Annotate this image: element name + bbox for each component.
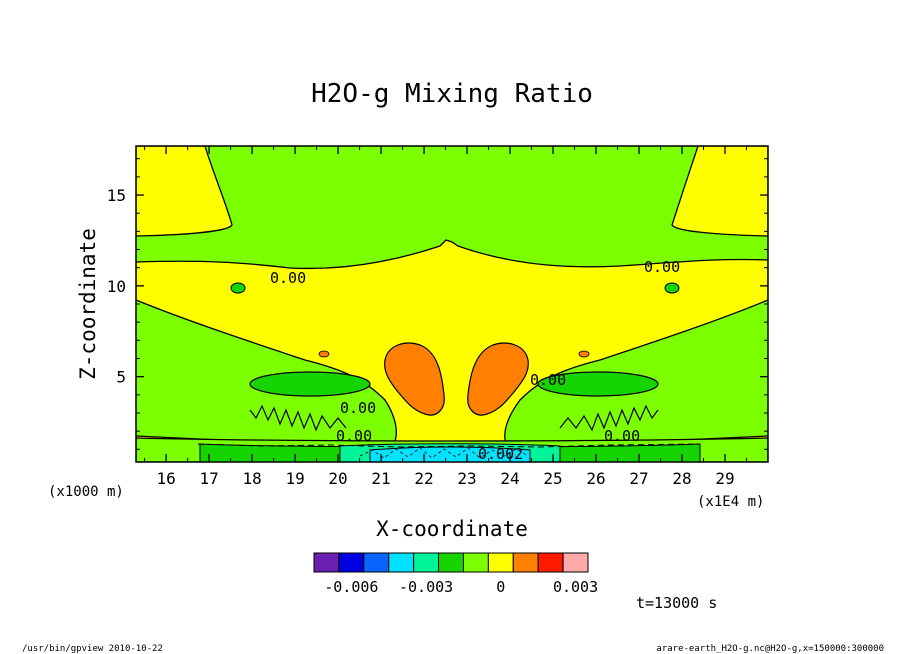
contour-label: 0.00 — [604, 427, 640, 445]
contour-label: 0.00 — [336, 427, 372, 445]
colorbar-swatch — [438, 552, 464, 573]
plot-area: 0.00 0.00 0.00 0.00 0.00 0.00 0.002 — [136, 146, 768, 463]
contour-region-orange-right — [467, 342, 529, 416]
contour-line-wiggle-right — [559, 404, 659, 432]
colorbar-ticks: -0.006 -0.003 0 0.003 — [324, 578, 598, 596]
footer-left: /usr/bin/gpview 2010-10-22 — [22, 644, 163, 654]
y-axis-label: Z-coordinate — [76, 228, 100, 380]
y-tick-label: 5 — [116, 368, 126, 387]
colorbar-swatch — [562, 552, 589, 573]
chart-title: H2O-g Mixing Ratio — [311, 79, 593, 109]
contour-label: 0.00 — [270, 269, 306, 287]
x-tick-label: 27 — [629, 469, 648, 488]
y-axis: 5 10 15 — [107, 158, 768, 450]
contour-island-orange-left — [318, 350, 330, 358]
contour-label: 0.00 — [340, 399, 376, 417]
x-tick-label: 29 — [715, 469, 734, 488]
y-axis-units: (x1000 m) — [48, 484, 124, 500]
colorbar-swatch — [487, 552, 514, 573]
x-tick-label: 21 — [371, 469, 390, 488]
contour-region-orange-left — [384, 342, 445, 416]
colorbar-swatch — [313, 552, 340, 573]
contour-region-yellow-top-left — [136, 146, 233, 237]
x-axis: 16 17 18 19 20 21 22 23 24 25 26 27 28 29 — [144, 146, 748, 488]
contour-label: 0.002 — [478, 445, 523, 463]
contour-island-left — [230, 282, 246, 294]
contour-island-orange-right — [578, 350, 590, 358]
footer-right: arare-earth_H2O-g.nc@H2O-g,x=150000:3000… — [656, 644, 884, 654]
x-tick-label: 25 — [543, 469, 562, 488]
colorbar-swatch — [413, 552, 440, 573]
contour-line-wiggle-left — [249, 404, 347, 432]
contour-line-dashed-low — [197, 443, 701, 448]
contour-island-right — [664, 282, 680, 294]
colorbar-swatch — [363, 552, 390, 573]
contour-region-cyan-surface — [369, 446, 531, 462]
x-axis-label: X-coordinate — [376, 517, 528, 541]
y-tick-label: 15 — [107, 186, 126, 205]
y-tick-label: 10 — [107, 277, 126, 296]
x-tick-label: 24 — [500, 469, 519, 488]
colorbar-swatch — [462, 552, 489, 573]
contour-region-green-lens-right — [537, 371, 659, 397]
x-tick-label: 26 — [586, 469, 605, 488]
x-tick-label: 16 — [156, 469, 175, 488]
x-axis-units: (x1E4 m) — [697, 494, 764, 510]
x-tick-label: 19 — [285, 469, 304, 488]
colorbar-swatch — [537, 552, 564, 573]
contour-region-yellow-top-right — [671, 146, 768, 237]
x-tick-label: 17 — [199, 469, 218, 488]
time-label: t=13000 s — [636, 594, 717, 612]
x-tick-label: 18 — [242, 469, 261, 488]
colorbar-tick-label: 0.003 — [553, 578, 598, 596]
x-tick-label: 22 — [414, 469, 433, 488]
contour-line-surface-jitter — [359, 447, 529, 459]
colorbar — [313, 552, 589, 573]
contour-label: 0.00 — [530, 371, 566, 389]
contour-label: 0.00 — [644, 258, 680, 276]
contour-region-green-lens-left — [249, 371, 371, 397]
colorbar-tick-label: -0.003 — [399, 578, 453, 596]
colorbar-swatch — [338, 552, 365, 573]
x-tick-label: 28 — [672, 469, 691, 488]
colorbar-tick-label: -0.006 — [324, 578, 378, 596]
colorbar-swatch — [512, 552, 539, 573]
colorbar-swatch — [388, 552, 415, 573]
colorbar-tick-label: 0 — [496, 578, 505, 596]
x-tick-label: 23 — [457, 469, 476, 488]
x-tick-label: 20 — [328, 469, 347, 488]
